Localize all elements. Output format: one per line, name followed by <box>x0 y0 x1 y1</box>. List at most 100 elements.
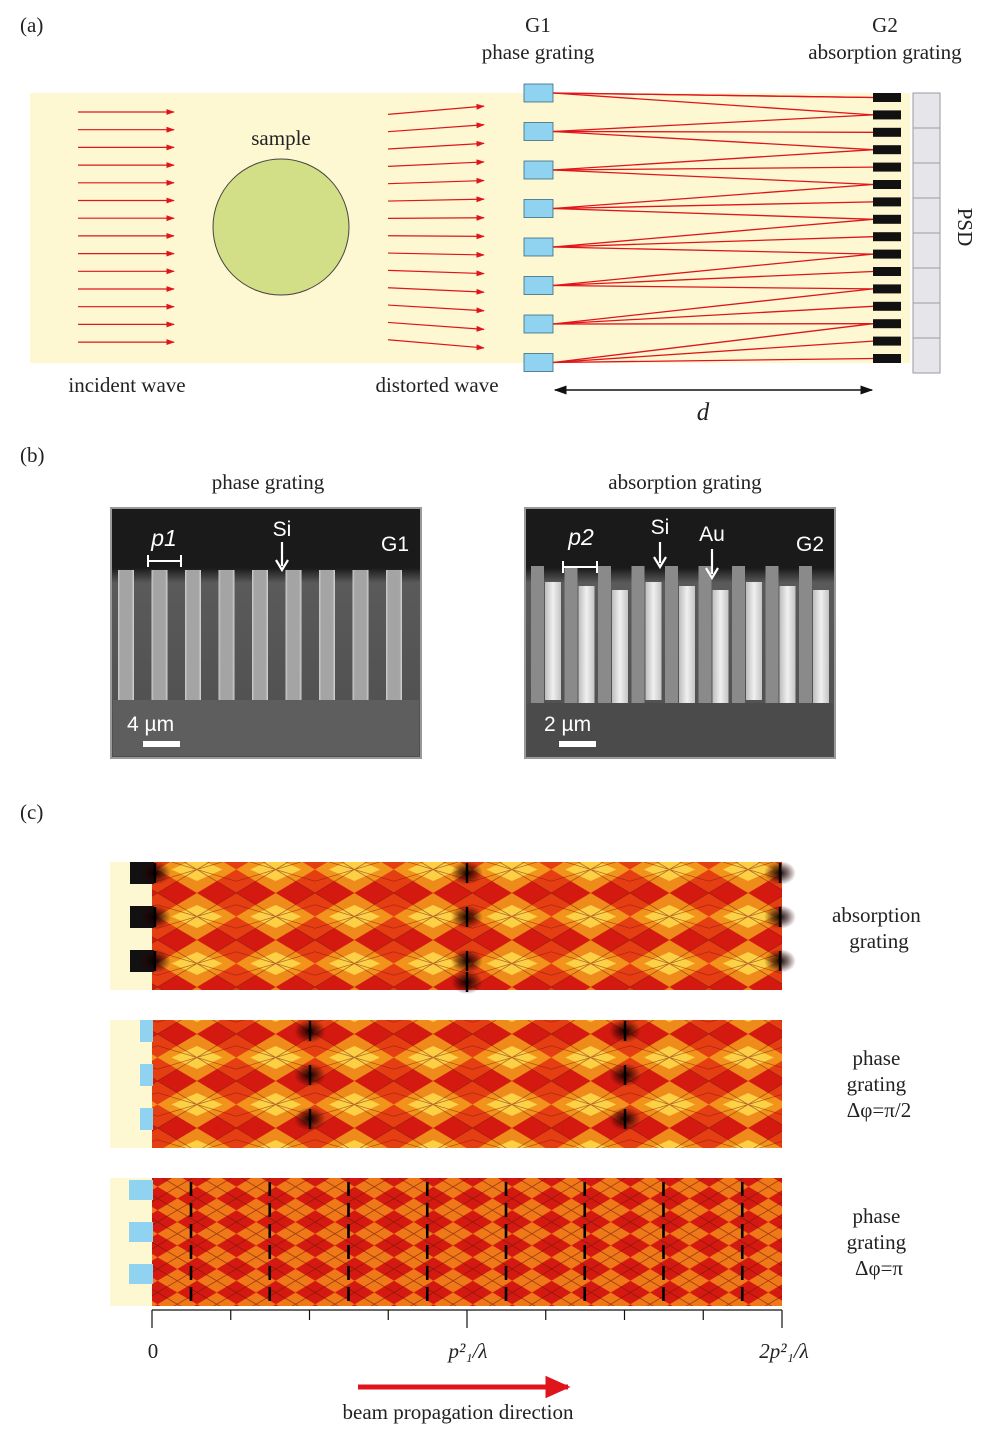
si-lamella <box>319 570 335 702</box>
row-label-phase-half-pi: phase grating Δφ=π/2 <box>847 1046 912 1122</box>
position-sensitive-detector <box>912 92 941 374</box>
g2-material-label: Si <box>651 516 670 539</box>
axis-tick-0: 0 <box>148 1339 159 1363</box>
au-fill <box>679 586 695 704</box>
phase-grating-block <box>523 353 554 372</box>
sample-circle <box>212 158 350 296</box>
g2-scale-label: 2 µm <box>544 713 591 736</box>
diffracted-ray <box>552 218 874 248</box>
distorted-arrow <box>387 251 485 258</box>
absorber-block <box>873 110 901 120</box>
diffracted-ray <box>552 323 874 364</box>
si-lamella <box>665 566 678 704</box>
si-lamella <box>386 570 402 702</box>
au-fill <box>746 582 762 700</box>
distorted-wave-label: distorted wave <box>375 373 498 397</box>
diffracted-ray <box>552 201 874 210</box>
sem-image-g2 <box>524 507 836 759</box>
incident-wave-label: incident wave <box>68 373 185 397</box>
g1-material-label: Si <box>273 518 292 541</box>
phase-grating-block <box>523 314 554 334</box>
absorption-grating-g2 <box>873 93 901 363</box>
si-lamella <box>631 566 645 704</box>
phase-grating-block <box>523 83 554 103</box>
phase-grating-block <box>523 199 554 218</box>
g1-grating-label: G1 <box>381 533 409 556</box>
diffracted-ray <box>552 130 874 151</box>
distorted-arrow <box>387 196 485 203</box>
absorber-block <box>873 93 901 102</box>
diffracted-ray <box>552 169 874 186</box>
incident-wave-arrows <box>78 109 175 346</box>
si-lamella <box>151 570 168 702</box>
absorption-grating-title: absorption grating <box>608 470 762 494</box>
absorber-block <box>873 127 901 137</box>
axis-tick-2: 2p²₁/λ <box>759 1339 809 1363</box>
distance-label: d <box>697 399 710 426</box>
si-lamella <box>218 570 235 702</box>
diffracted-ray <box>552 114 874 133</box>
absorber-block <box>873 319 901 329</box>
au-fill <box>813 590 829 708</box>
si-lamella <box>118 570 134 702</box>
diffracted-ray <box>552 270 874 287</box>
panel-b-label: (b) <box>20 443 45 467</box>
detector-pixel <box>912 267 941 304</box>
g2-title: G2 <box>872 13 898 37</box>
talbot-map-phase-pi <box>110 1178 782 1306</box>
detector-pixel <box>912 127 941 164</box>
distorted-arrow <box>387 103 485 115</box>
distorted-arrow <box>387 177 485 185</box>
phase-grating-block <box>523 237 554 257</box>
si-lamella <box>352 570 369 702</box>
sem-image-g1 <box>110 507 422 759</box>
distorted-arrow <box>387 269 485 277</box>
si-lamella <box>732 566 745 704</box>
diffracted-ray <box>552 284 874 290</box>
diffracted-ray <box>552 92 874 116</box>
g1-period-label: p1 <box>150 525 177 551</box>
au-fill <box>645 582 662 700</box>
diffracted-ray <box>552 92 874 99</box>
diffracted-ray <box>552 253 874 287</box>
g2-period-label: p2 <box>567 524 594 550</box>
row-label-phase-pi: phase grating Δφ=π <box>847 1204 912 1280</box>
si-lamella <box>531 566 544 704</box>
panel-a-label: (a) <box>20 13 43 37</box>
absorber-block <box>873 249 901 259</box>
detector-pixel <box>912 337 941 374</box>
diffracted-ray <box>552 357 874 364</box>
talbot-map-phase-half-pi <box>110 1019 782 1148</box>
distorted-arrow <box>387 214 485 221</box>
distorted-arrow <box>387 159 485 167</box>
distorted-arrow <box>387 140 485 150</box>
diffracted-ray <box>552 288 874 325</box>
absorber-block <box>873 214 901 224</box>
distorted-wave-arrows <box>387 103 485 351</box>
distorted-arrow <box>387 321 485 332</box>
absorber-block <box>873 284 901 294</box>
phase-grating-block <box>523 160 554 180</box>
detector-pixel <box>912 232 941 269</box>
diffracted-ray <box>552 166 874 171</box>
au-fill <box>612 590 628 708</box>
si-lamella <box>698 566 712 704</box>
absorber-block <box>873 162 901 172</box>
diffracted-ray <box>552 183 874 210</box>
g2-grating-label: G2 <box>796 533 824 556</box>
diffracted-ray <box>552 236 874 248</box>
phase-grating-title: phase grating <box>212 470 325 494</box>
si-lamella <box>564 566 578 704</box>
sample-label: sample <box>251 126 310 150</box>
detector-pixel <box>912 92 941 129</box>
absorber-block <box>873 354 901 363</box>
si-lamella <box>285 570 302 702</box>
diffracted-ray <box>552 207 874 220</box>
diffracted-ray <box>552 340 874 364</box>
diffracted-ray <box>552 246 874 255</box>
diffracted-ray <box>552 149 874 171</box>
g1-scale-label: 4 µm <box>127 713 174 736</box>
phase-grating-block <box>523 276 554 295</box>
distorted-arrow <box>387 233 485 240</box>
